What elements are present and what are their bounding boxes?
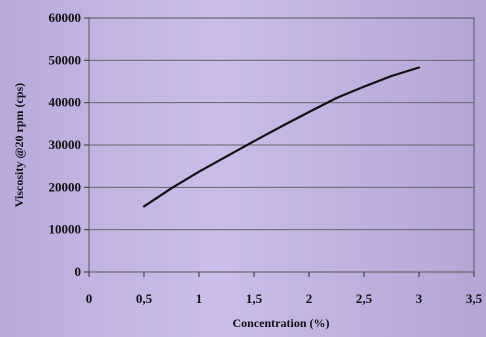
series-line bbox=[142, 66, 421, 208]
x-tick-label: 1 bbox=[196, 291, 203, 306]
y-tick-label: 0 bbox=[75, 264, 82, 279]
gridlines bbox=[89, 59, 474, 231]
x-axis-title: Concentration (%) bbox=[233, 316, 330, 330]
y-tick-label: 60000 bbox=[49, 10, 82, 25]
y-tick-label: 10000 bbox=[49, 222, 82, 237]
y-axis-title: Viscosity @20 rpm (cps) bbox=[12, 83, 26, 207]
y-tick-label: 30000 bbox=[49, 137, 82, 152]
x-tick-label: 2,5 bbox=[356, 291, 373, 306]
x-tick-label: 0 bbox=[86, 291, 93, 306]
x-tick-label: 3,5 bbox=[466, 291, 483, 306]
y-tick-label: 20000 bbox=[49, 179, 82, 194]
x-tick-labels: 0 0,5 1 1,5 2 2,5 3 3,5 bbox=[86, 272, 483, 306]
y-tick-label: 50000 bbox=[49, 52, 82, 67]
y-tick-labels: 0 10000 20000 30000 40000 50000 60000 bbox=[49, 10, 89, 279]
series-layer bbox=[142, 66, 421, 208]
y-tick-label: 40000 bbox=[49, 95, 82, 110]
x-tick-label: 1,5 bbox=[246, 291, 263, 306]
x-tick-label: 3 bbox=[416, 291, 423, 306]
x-tick-label: 0,5 bbox=[136, 291, 153, 306]
x-tick-label: 2 bbox=[306, 291, 313, 306]
